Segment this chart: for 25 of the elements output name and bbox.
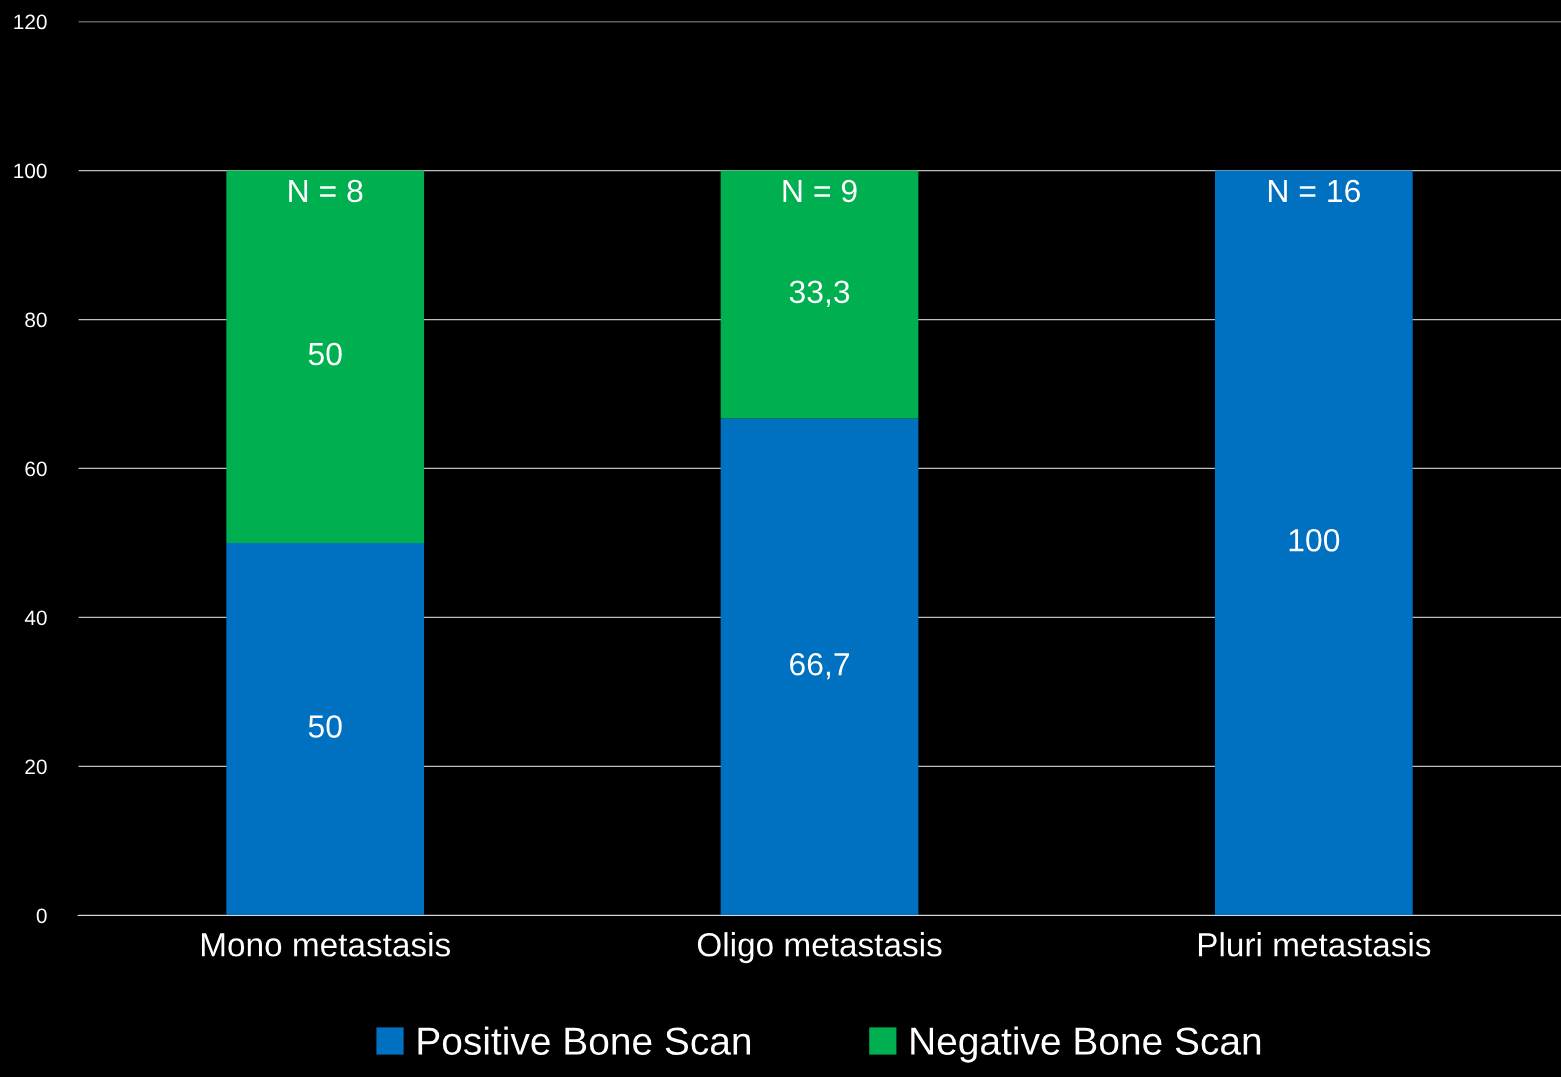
bar — [1214, 170, 1413, 916]
bar — [226, 542, 425, 916]
data-label: 50 — [308, 342, 342, 366]
x-tick-label: Mono metastasis — [201, 932, 450, 957]
y-tick-label: 80 — [25, 312, 47, 328]
bar — [720, 170, 919, 419]
y-tick-label: 40 — [24, 610, 47, 626]
annotation: N = 16 — [1268, 179, 1360, 203]
data-label: 66,7 — [790, 652, 850, 680]
bar — [226, 170, 425, 543]
data-label: 33,3 — [789, 280, 850, 307]
data-label: 50 — [308, 715, 342, 738]
y-tick-label: 100 — [14, 163, 47, 179]
x-tick-label: Pluri metastasis — [1198, 932, 1431, 957]
y-tick-label: 0 — [36, 908, 47, 924]
y-tick-label: 20 — [25, 759, 47, 775]
x-tick-label: Oligo metastasis — [697, 932, 942, 964]
bar — [720, 418, 919, 916]
annotation: N = 9 — [783, 179, 857, 203]
legend-label: Positive Bone Scan — [418, 1026, 751, 1055]
y-tick-label: 120 — [14, 14, 47, 30]
annotation: N = 8 — [289, 179, 363, 203]
data-label: 100 — [1289, 528, 1340, 552]
legend-label: Negative Bone Scan — [911, 1026, 1261, 1063]
y-tick-label: 60 — [25, 461, 47, 477]
